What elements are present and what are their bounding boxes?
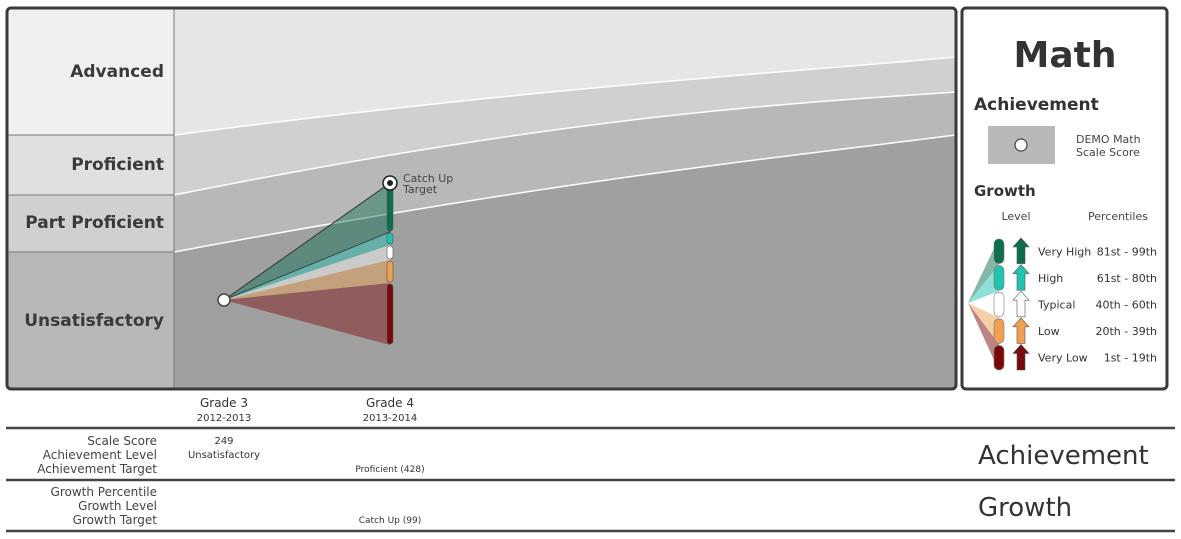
chart-area: Advanced Proficient Part Proficient Unsa… (5, 6, 958, 391)
label-cell (8, 135, 174, 195)
legend-level-name: Typical (1037, 299, 1075, 312)
legend-level-name: Very Low (1038, 352, 1088, 365)
band-advanced (174, 8, 956, 135)
legend-level-range: 40th - 60th (1095, 299, 1157, 312)
cell: Catch Up (99) (359, 516, 421, 526)
legend-col-header: Percentiles (1088, 210, 1148, 223)
score-marker (217, 293, 231, 307)
legend-frame (960, 6, 1169, 391)
target-dot (387, 180, 393, 186)
grade: Grade 3 (200, 396, 248, 410)
frame-border (5, 6, 958, 391)
legend-arrow (1012, 290, 1030, 318)
fan-segment (386, 260, 394, 283)
legend-pill (993, 291, 1005, 318)
legend-level-range: 81st - 99th (1097, 245, 1157, 258)
legend-title: Math (1014, 35, 1117, 76)
legend-level-range: 1st - 19th (1104, 352, 1157, 365)
band-label: Advanced (70, 62, 164, 82)
legend-pill (993, 318, 1005, 344)
row-label: Achievement Target (37, 462, 157, 476)
row-label: Growth Percentile (51, 485, 157, 499)
legend-level-name: Low (1038, 325, 1060, 338)
legend-arrow (1012, 264, 1030, 291)
table-rules (6, 426, 1175, 533)
band-label: Proficient (71, 155, 164, 175)
band-part (174, 92, 956, 252)
label-cell (8, 252, 174, 388)
legend-level-name: Very High (1038, 245, 1091, 258)
legend-wedge (968, 264, 999, 303)
year: 2013-2014 (363, 413, 418, 424)
year: 2012-2013 (197, 413, 252, 424)
legend-wedge (968, 291, 999, 318)
legend-pill (993, 265, 1005, 291)
row-label: Growth Target (73, 513, 158, 527)
label-cell (8, 9, 174, 135)
cell: Proficient (428) (355, 465, 424, 475)
legend-col-header: Level (1001, 210, 1030, 223)
dividers (8, 9, 175, 389)
growth-fan (223, 182, 394, 345)
legend-pill (993, 345, 1005, 371)
grade: Grade 4 (366, 396, 414, 410)
section-label: Achievement (978, 441, 1149, 471)
legend-heading: Growth (974, 182, 1036, 200)
legend-marker (1014, 138, 1028, 152)
section-label: Growth (978, 493, 1072, 523)
legend-level-range: 61st - 80th (1097, 272, 1157, 285)
fan-wedge (224, 232, 390, 300)
fan-segment (386, 283, 394, 345)
fan-wedge (224, 245, 390, 300)
legend-arrow (1012, 343, 1030, 371)
fan-wedge (224, 283, 390, 345)
legend-heading: Achievement (974, 95, 1099, 115)
band-lines (173, 56, 957, 253)
legend-marker-label: DEMO Math (1076, 133, 1141, 146)
legend-pill (993, 238, 1005, 264)
cell: Unsatisfactory (188, 450, 260, 461)
fan-wedge (224, 260, 390, 300)
label-cell (8, 195, 174, 252)
row-label: Growth Level (78, 499, 157, 513)
legend-arrow (1012, 317, 1030, 344)
target-label: Target (402, 183, 438, 196)
legend-arrow (1012, 237, 1030, 264)
legend-wedge (968, 303, 999, 345)
legend: Math Achievement DEMO Math Scale Score G… (960, 6, 1169, 391)
band-label: Part Proficient (25, 213, 164, 233)
fan-segment (386, 232, 394, 245)
legend-wedge (968, 303, 999, 371)
legend-levels: Very High 81st - 99th High 61st - 80th Typic… (968, 237, 1157, 371)
band-label: Unsatisfactory (24, 311, 164, 331)
fan-segment (386, 183, 394, 232)
row-label: Achievement Level (43, 448, 157, 462)
legend-level-name: High (1038, 272, 1063, 285)
legend-marker-label: Scale Score (1076, 146, 1140, 159)
legend-level-range: 20th - 39th (1095, 325, 1157, 338)
band-proficient (174, 57, 956, 195)
row-label: Scale Score (87, 434, 157, 448)
cell: 249 (214, 436, 233, 447)
target-label: Catch Up (403, 172, 453, 185)
legend-wedge (968, 238, 999, 303)
summary-table: Scale Score Achievement Level Achievemen… (6, 426, 1175, 533)
fan-segment (386, 245, 394, 260)
